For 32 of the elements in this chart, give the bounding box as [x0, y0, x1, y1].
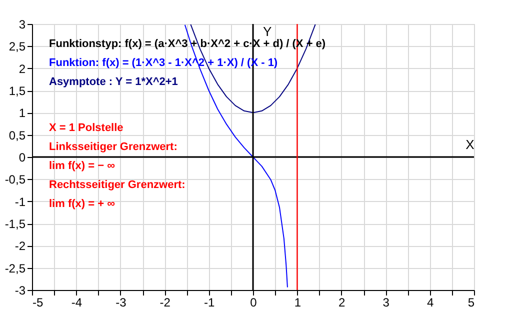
annotation: Asymptote : Y = 1*X^2+1	[49, 76, 178, 88]
y-tick-label: 0	[18, 150, 26, 164]
y-tick-label: -1	[14, 194, 26, 209]
x-axis-title: X	[466, 137, 475, 152]
x-tick-label: -1	[204, 296, 215, 310]
annotation: X = 1 Polstelle	[49, 122, 124, 134]
y-axis-title: Y	[263, 24, 272, 39]
x-tick-label: -5	[32, 296, 44, 310]
y-tick-label: -1,5	[4, 217, 26, 231]
x-tick-label: -2	[160, 296, 171, 310]
annotation: lim f(x) = + ∞	[49, 198, 116, 210]
y-tick-label: 2,5	[8, 40, 26, 54]
x-tick-label: 1	[294, 296, 302, 310]
y-tick-label: 3	[18, 18, 26, 32]
y-tick-label: -2	[14, 239, 26, 254]
annotation: Linksseitiger Grenzwert:	[49, 141, 178, 153]
y-tick-label: -2,5	[4, 261, 26, 276]
y-tick-label: -3	[14, 284, 26, 298]
x-tick-label: -3	[116, 296, 127, 310]
x-tick-label: 4	[426, 296, 434, 310]
y-tick-label: -0,5	[4, 172, 26, 187]
x-tick-label: -4	[71, 296, 82, 310]
x-tick-label: 0	[250, 296, 258, 310]
x-tick-label: 5	[468, 296, 475, 310]
y-tick-label: 1	[18, 106, 26, 120]
annotation: Rechtsseitiger Grenzwert:	[49, 179, 186, 191]
y-tick-label: 2	[18, 62, 26, 76]
y-tick-label: 1,5	[8, 84, 26, 98]
y-tick-label: 0,5	[8, 128, 26, 142]
annotation: lim f(x) = − ∞	[49, 160, 116, 172]
x-tick-label: 3	[382, 296, 390, 310]
x-tick-label: 2	[338, 296, 346, 310]
